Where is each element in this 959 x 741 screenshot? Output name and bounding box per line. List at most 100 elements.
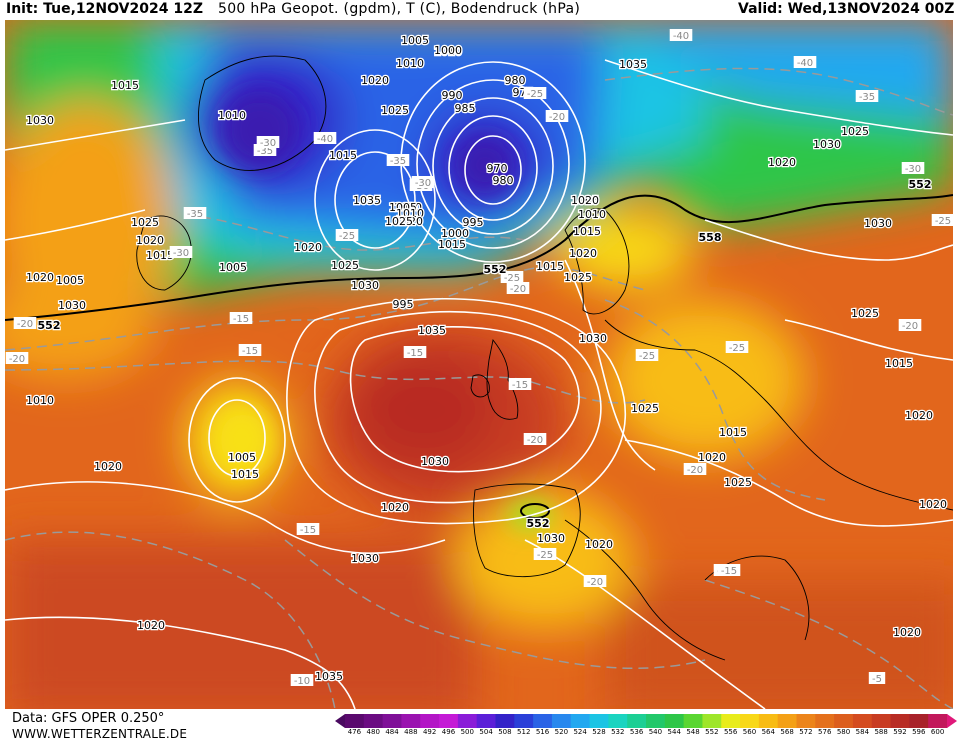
svg-text:1030: 1030 [579, 332, 607, 345]
temperature-label: -15 [717, 564, 741, 577]
colorbar-tick-label: 580 [836, 728, 851, 736]
svg-text:1030: 1030 [421, 455, 449, 468]
svg-text:995: 995 [463, 216, 484, 229]
svg-text:1025: 1025 [564, 271, 592, 284]
svg-text:1005: 1005 [571, 194, 599, 207]
svg-text:1025: 1025 [724, 476, 752, 489]
isobar-label: 1010 [577, 207, 608, 223]
svg-text:1005: 1005 [56, 274, 84, 287]
colorbar-swatch [871, 714, 892, 728]
svg-text:1005: 1005 [228, 451, 256, 464]
svg-text:-25: -25 [729, 343, 745, 354]
svg-text:1035: 1035 [418, 324, 446, 337]
svg-text:1020: 1020 [361, 74, 389, 87]
isobar-label: 1005 [400, 33, 431, 49]
svg-text:-35: -35 [859, 92, 875, 103]
isobar-label: 1025 [723, 475, 754, 491]
svg-text:1015: 1015 [231, 468, 259, 481]
colorbar-swatch [439, 714, 459, 728]
colorbar-tick-label: 552 [705, 728, 719, 736]
colorbar-swatch [382, 714, 402, 728]
svg-text:1015: 1015 [438, 238, 466, 251]
colorbar-tick-label: 516 [535, 728, 550, 736]
colorbar-swatch [514, 714, 534, 728]
temperature-label: -20 [583, 575, 607, 588]
svg-text:-35: -35 [187, 209, 203, 220]
svg-text:1015: 1015 [573, 225, 601, 238]
colorbar-tick-label: 568 [780, 728, 794, 736]
svg-text:-25: -25 [527, 89, 543, 100]
isobar-label: 1025 [130, 215, 161, 231]
isobar-label: 1025 [330, 258, 361, 274]
height-contour-label: 552 [482, 262, 507, 277]
colorbar-swatch [683, 714, 703, 728]
temperature-label: -25 [523, 87, 547, 100]
colorbar-swatch [664, 714, 685, 728]
isobar-label: 1035 [352, 193, 383, 209]
isobar-label: 1020 [697, 450, 728, 466]
isobar-label: 1035 [352, 193, 383, 209]
isobar-label: 1010 [25, 393, 56, 409]
isobar-label: 970 [485, 161, 509, 177]
colorbar-tick-label: 512 [517, 728, 531, 736]
svg-text:1025: 1025 [385, 215, 413, 228]
color-scale-labels: 476 480 484 488 492 496 500 504 508 512 516 520 524 5… [0, 728, 959, 740]
colorbar-max-arrow [947, 714, 957, 728]
svg-text:1030: 1030 [813, 138, 841, 151]
isobar-label: 1025 [380, 103, 411, 119]
isobar-label: 1030 [812, 137, 843, 153]
isobar-label: 1020 [767, 155, 798, 171]
colorbar-swatch [570, 714, 591, 728]
colorbar-swatch [777, 714, 797, 728]
svg-text:1035: 1035 [619, 58, 647, 71]
isobar-label: 1030 [57, 298, 88, 314]
colorbar-swatch [551, 714, 572, 728]
temperature-label: -20 [545, 110, 569, 123]
temperature-label: -25 [931, 214, 953, 227]
isobar-label: 1015 [145, 248, 176, 264]
colorbar-tick-label: 600 [930, 728, 945, 736]
svg-text:-15: -15 [242, 346, 258, 357]
temperature-label: -40 [313, 132, 337, 145]
colorbar-tick-label: 476 [347, 728, 362, 736]
colorbar-tick-label: 528 [592, 728, 606, 736]
isobar-label: 1030 [350, 278, 381, 294]
website-label: WWW.WETTERZENTRALE.DE [12, 727, 188, 741]
temperature-label: -20 [683, 463, 707, 476]
svg-text:1005: 1005 [401, 34, 429, 47]
isobar-label: 1020 [568, 246, 599, 262]
colorbar-swatch [533, 714, 553, 728]
isobar-label: 1015 [572, 224, 603, 240]
colorbar-tick-label: 576 [818, 728, 832, 736]
isobar-label: 1010 [395, 56, 426, 72]
colorbar-tick-label: 560 [742, 728, 757, 736]
colorbar-tick-label: 524 [573, 728, 587, 736]
temperature-label: -15 [296, 523, 320, 536]
isobar-label: 1000 [433, 43, 464, 59]
svg-text:558: 558 [699, 231, 722, 244]
svg-text:1020: 1020 [137, 619, 165, 632]
map-footer: Data: GFS OPER 0.250° WWW.WETTERZENTRALE… [0, 709, 959, 741]
colorbar-swatch [457, 714, 478, 728]
colorbar-tick-label: 540 [648, 728, 663, 736]
svg-text:1015: 1015 [111, 79, 139, 92]
isobar-label: 1020 [135, 233, 166, 249]
svg-text:1020: 1020 [571, 194, 599, 207]
svg-text:995: 995 [393, 298, 414, 311]
svg-text:1035: 1035 [353, 194, 381, 207]
svg-text:-15: -15 [300, 525, 316, 536]
svg-text:1010: 1010 [218, 109, 246, 122]
svg-text:-25: -25 [639, 351, 655, 362]
geopotential-field [5, 20, 953, 709]
svg-text:-30: -30 [260, 138, 276, 149]
isobar-label: 980 [503, 73, 527, 89]
colorbar-swatch [401, 714, 421, 728]
svg-text:-25: -25 [504, 273, 520, 284]
svg-text:1030: 1030 [864, 217, 892, 230]
weather-map: 1015103010251020101510101005100510101010… [5, 20, 953, 709]
colorbar-swatch [589, 714, 609, 728]
temperature-label: -25 [500, 271, 524, 284]
svg-text:1020: 1020 [585, 538, 613, 551]
svg-text:-5: -5 [872, 674, 882, 685]
temperature-label: -35 [183, 207, 207, 220]
